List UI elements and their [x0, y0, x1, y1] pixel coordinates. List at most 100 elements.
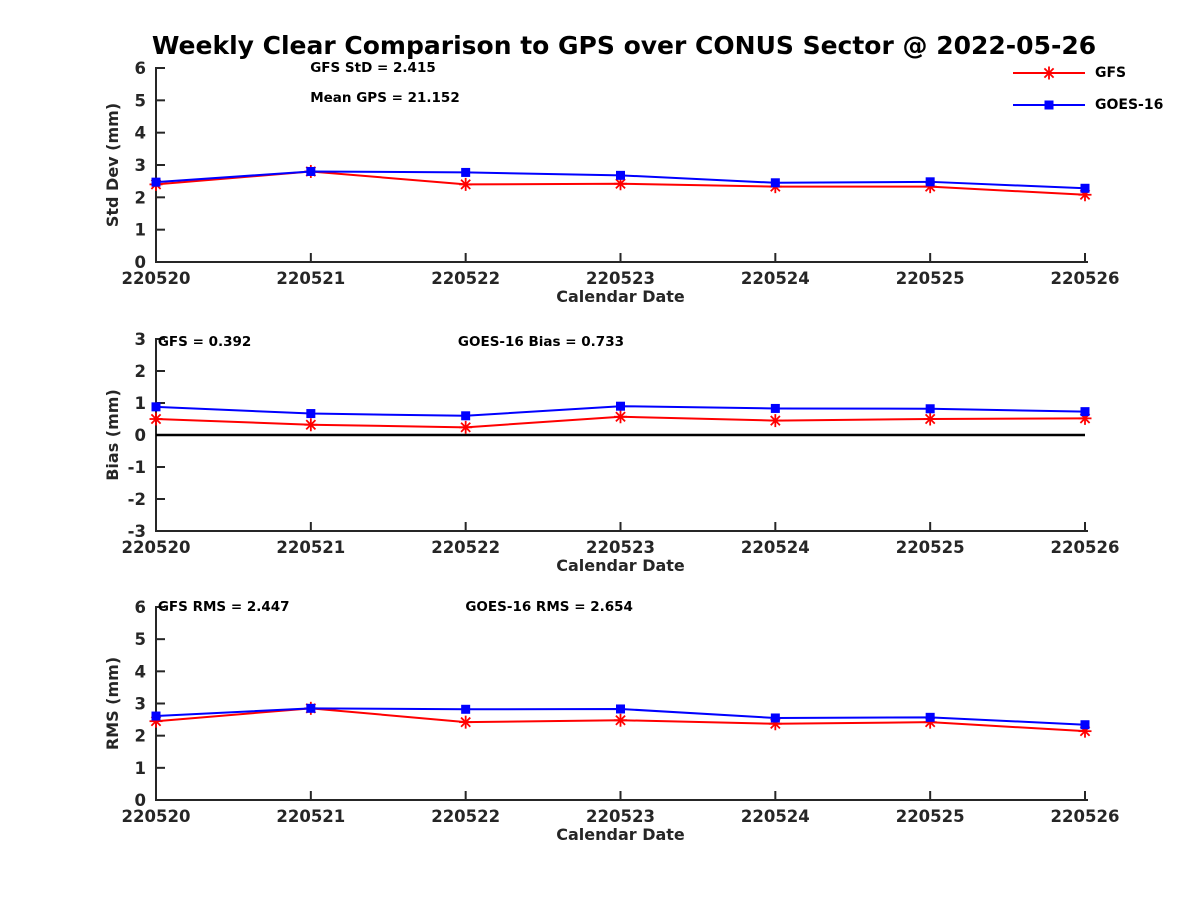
x-tick-label: 220521	[276, 807, 345, 826]
x-tick-label: 220520	[122, 807, 191, 826]
x-tick-label: 220526	[1051, 807, 1120, 826]
square-marker	[461, 411, 471, 421]
y-axis-label: RMS (mm)	[103, 657, 122, 750]
square-marker	[925, 712, 935, 722]
y-tick-label: -1	[128, 458, 146, 477]
series-goes-16	[151, 703, 1090, 730]
x-tick-label: 220521	[276, 269, 345, 288]
y-tick-label: -2	[128, 490, 146, 509]
y-tick-label: 2	[135, 188, 146, 207]
x-tick-label: 220523	[586, 807, 655, 826]
x-tick-label: 220525	[896, 269, 965, 288]
square-marker	[151, 402, 161, 412]
annotation-std-dev-0: GFS StD = 2.415	[310, 60, 436, 76]
y-tick-label: 2	[135, 362, 146, 381]
y-tick-label: 6	[135, 59, 146, 78]
asterisk-marker	[304, 418, 318, 432]
y-tick-label: 3	[135, 330, 146, 349]
square-marker	[770, 178, 780, 188]
y-tick-label: 1	[135, 759, 146, 778]
y-tick-label: 0	[135, 791, 146, 810]
asterisk-marker	[459, 177, 473, 191]
x-tick-label: 220523	[586, 269, 655, 288]
annotation-bias-0: GFS = 0.392	[158, 334, 251, 350]
x-tick-label: 220522	[431, 269, 500, 288]
legend-item-gfs: GFS	[1013, 64, 1126, 82]
x-tick-label: 220526	[1051, 538, 1120, 557]
y-tick-label: -3	[128, 522, 146, 541]
annotation-rms-0: GFS RMS = 2.447	[158, 599, 290, 615]
x-axis-label: Calendar Date	[556, 556, 685, 575]
square-marker	[616, 401, 625, 411]
square-marker	[770, 713, 780, 723]
square-marker	[1080, 407, 1090, 417]
x-axis-label: Calendar Date	[556, 825, 685, 844]
square-marker	[616, 704, 625, 714]
square-marker	[306, 166, 316, 176]
y-tick-label: 4	[135, 662, 146, 681]
series-goes-16	[151, 401, 1090, 421]
square-marker	[925, 404, 935, 414]
y-axis-label: Bias (mm)	[103, 389, 122, 481]
square-marker	[616, 170, 625, 180]
y-tick-label: 5	[135, 91, 146, 110]
square-marker	[151, 711, 161, 721]
x-tick-label: 220524	[741, 538, 810, 557]
x-tick-label: 220520	[122, 538, 191, 557]
y-tick-label: 1	[135, 394, 146, 413]
square-marker	[1080, 183, 1090, 193]
gfs-line-marker-icon	[1013, 66, 1085, 80]
y-tick-label: 3	[135, 156, 146, 175]
square-marker	[1044, 100, 1054, 110]
square-marker	[770, 403, 780, 413]
x-axis-label: Calendar Date	[556, 287, 685, 306]
square-marker	[1080, 720, 1090, 730]
series-goes-16	[151, 166, 1090, 193]
square-marker	[306, 409, 316, 419]
y-tick-label: 1	[135, 221, 146, 240]
x-tick-label: 220520	[122, 269, 191, 288]
asterisk-marker	[1042, 66, 1056, 80]
asterisk-marker	[614, 713, 627, 727]
x-tick-label: 220525	[896, 807, 965, 826]
y-tick-label: 0	[135, 426, 146, 445]
square-marker	[925, 177, 935, 187]
chart-title: Weekly Clear Comparison to GPS over CONU…	[151, 31, 1097, 60]
y-tick-label: 0	[135, 253, 146, 272]
square-marker	[151, 177, 161, 187]
x-tick-label: 220521	[276, 538, 345, 557]
subplot-rms: 0 1 2 3 4 5 6 220520 220521 220522 220523 220524 220…	[103, 598, 1119, 844]
x-tick-label: 220522	[431, 538, 500, 557]
y-tick-label: 3	[135, 695, 146, 714]
y-tick-label: 5	[135, 630, 146, 649]
asterisk-marker	[459, 715, 473, 729]
series-gfs	[149, 410, 1092, 434]
y-tick-label: 6	[135, 598, 146, 617]
y-tick-label: 4	[135, 124, 146, 143]
asterisk-marker	[459, 420, 473, 434]
asterisk-marker	[768, 414, 782, 428]
y-axis-label: Std Dev (mm)	[103, 103, 122, 227]
x-tick-label: 220525	[896, 538, 965, 557]
asterisk-marker	[614, 410, 627, 424]
x-tick-label: 220526	[1051, 269, 1120, 288]
x-tick-label: 220524	[741, 807, 810, 826]
square-marker	[461, 704, 471, 714]
x-tick-label: 220523	[586, 538, 655, 557]
legend-label-goes16: GOES-16	[1095, 97, 1164, 113]
annotation-std-dev-1: Mean GPS = 21.152	[310, 90, 460, 106]
square-marker	[306, 703, 316, 713]
legend-label-gfs: GFS	[1095, 65, 1127, 81]
legend-item-goes16: GOES-16	[1013, 96, 1163, 114]
subplot-std-dev: 0 1 2 3 4 5 6 220520 220521 220522 220523 220524 220…	[103, 59, 1119, 306]
x-tick-label: 220524	[741, 269, 810, 288]
x-tick-label: 220522	[431, 807, 500, 826]
asterisk-marker	[149, 412, 163, 426]
y-tick-label: 2	[135, 727, 146, 746]
asterisk-marker	[923, 412, 937, 426]
annotation-rms-1: GOES-16 RMS = 2.654	[465, 599, 633, 615]
square-marker	[461, 167, 471, 177]
